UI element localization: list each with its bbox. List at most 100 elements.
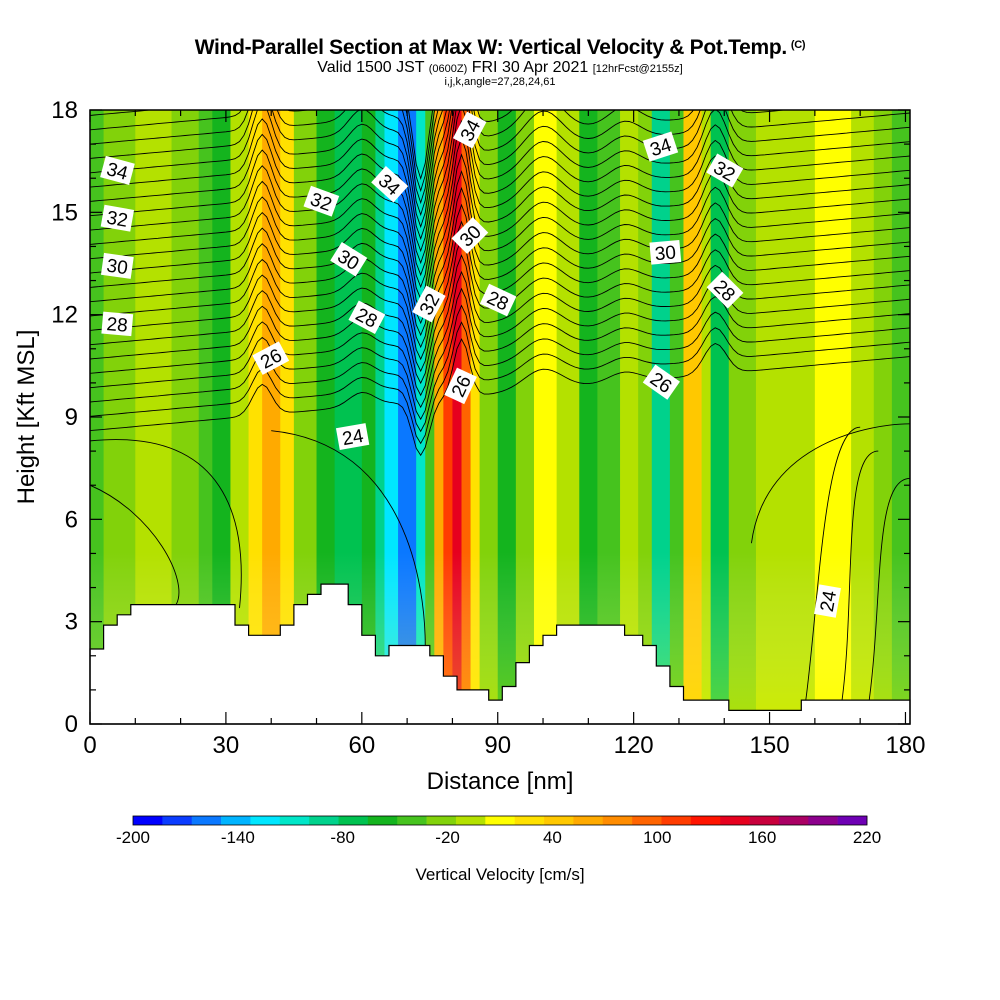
isentrope-1 [90,321,910,445]
isentrope-10 [90,170,910,337]
colorbar-swatch-2 [191,816,222,825]
isentrope-15 [90,110,910,277]
forecast-info: [12hrFcst@2155z] [592,63,683,75]
contour-label-box [642,131,679,162]
contour-label-box [479,283,517,317]
title-main: Wind-Parallel Section at Max W: Vertical… [194,36,788,59]
colorbar: -200 -140 -80 -20 40 100 160 220 [116,815,881,847]
contour-label-text: 28 [106,314,129,337]
isentrope-9 [90,186,910,349]
contour-label-box [706,153,744,188]
contour-label-text: 30 [105,256,129,280]
contour-label-text: 32 [105,208,129,232]
x-tick-label: 90 [484,732,511,759]
colorbar-swatch-3 [221,816,251,825]
contour-label-19: 28 [706,271,744,309]
contour-label-20: 24 [814,584,841,618]
y-tick-label: 3 [65,609,78,636]
terrain [89,583,911,725]
colorbar-tick-label: -200 [116,828,150,847]
colorbar-tick-label: 40 [543,828,562,847]
isentrope-17 [90,110,910,253]
contour-label-text: 24 [817,589,841,614]
axis-ticks: 0 30 60 90 120 150 180 0 3 6 9 12 15 18 [51,97,925,759]
x-tick-label: 60 [348,732,375,759]
x-tick-label: 120 [614,732,654,759]
contour-label-box [814,584,841,618]
isentrope-16 [90,110,910,265]
isentrope-21 [90,110,439,205]
colorbar-swatch-0 [133,816,163,825]
contour-label-1: 32 [100,204,135,232]
contour-label-text: 30 [654,242,677,265]
isentrope-14 [90,110,910,289]
contour-label-box [100,204,135,232]
contour-label-6: 32 [303,185,340,217]
colorbar-tick-label: 220 [853,828,881,847]
colorbar-swatch-14 [544,816,574,825]
colorbar-tick-label: 100 [643,828,671,847]
colorbar-tick-label: 160 [748,828,776,847]
x-tick-label: 150 [750,732,790,759]
contour-label-box [330,241,368,277]
contour-label-box [412,285,446,323]
colorbar-swatch-11 [455,816,486,825]
x-tick-label: 180 [885,732,925,759]
contour-label-box [452,111,487,149]
colorbar-swatch-15 [573,816,604,825]
colorbar-swatch-12 [485,816,515,825]
contour-label-box [444,367,477,405]
contour-label-box [642,364,680,400]
colorbar-swatch-16 [602,816,633,825]
contour-label-16: 30 [649,240,682,265]
contour-label-5: 24 [335,423,370,450]
colorbar-swatch-5 [279,816,310,825]
y-tick-label: 6 [65,506,78,533]
colorbar-swatch-1 [162,816,193,825]
isentrope-12 [90,136,910,313]
y-tick-label: 0 [65,711,78,738]
grid-indices: i,j,k,angle=27,28,24,61 [444,76,556,88]
contour-label-14: 26 [444,367,477,405]
contour-label-box [371,166,409,203]
colorbar-swatch-4 [250,816,281,825]
colorbar-swatch-7 [338,816,369,825]
copyright-mark: (C) [790,39,806,51]
isentrope-11 [90,153,910,325]
x-tick-label: 0 [83,732,96,759]
contour-label-box [100,155,135,185]
chart-title: Wind-Parallel Section at Max W: Vertical… [0,36,1000,60]
chart-subtitle: Valid 1500 JST (0600Z) FRI 30 Apr 2021 [… [0,59,1000,77]
isentrope-13 [90,119,910,301]
y-tick-label: 15 [51,199,78,226]
isentrope-4 [90,270,910,409]
x-axis-title: Distance [nm] [427,768,574,795]
colorbar-tick-label: -80 [330,828,355,847]
valid-date: FRI 30 Apr 2021 [471,59,589,76]
contour-label-box [649,240,682,265]
contour-label-13: 28 [479,283,517,317]
y-tick-label: 9 [65,404,78,431]
colorbar-swatch-22 [778,816,809,825]
colorbar-swatch-24 [837,816,868,825]
colorbar-swatch-6 [309,816,339,825]
terrain-profile [89,583,911,725]
contour-label-box [706,271,744,309]
colorbar-tick-label: -140 [221,828,255,847]
isentrope-east-3 [868,477,910,701]
colorbar-tick-label: -20 [435,828,460,847]
contour-label-3: 28 [101,311,134,337]
contour-label-box [303,185,340,217]
isentrope-east-1 [805,426,861,701]
x-tick-label: 30 [213,732,240,759]
y-axis-title: Height [Kft MSL] [13,330,40,505]
colorbar-swatch-18 [661,816,692,825]
colorbar-swatch-17 [632,816,662,825]
colorbar-swatch-20 [720,816,750,825]
y-tick-label: 18 [51,97,78,124]
contour-label-box [252,341,290,375]
isentrope-low-east [271,430,426,646]
contour-label-box [100,252,134,279]
isentrope-8 [90,203,910,361]
isentrope-5 [90,254,910,397]
